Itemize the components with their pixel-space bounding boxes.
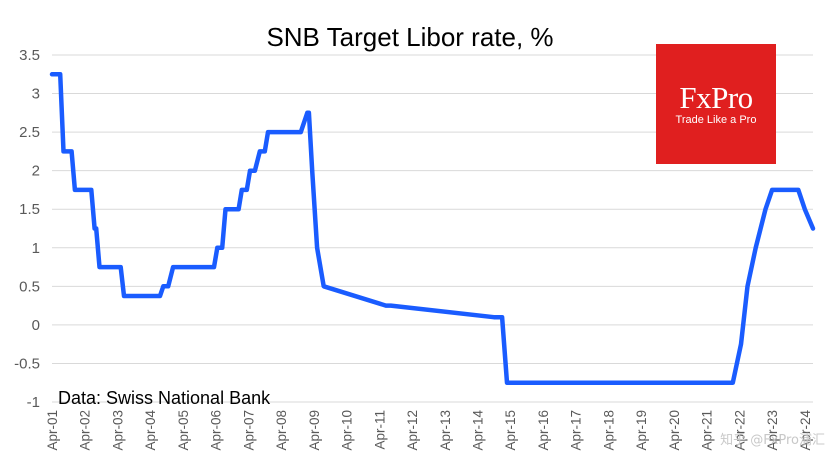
x-tick-label: Apr-23 bbox=[765, 410, 780, 451]
source-label: Data: Swiss National Bank bbox=[58, 388, 271, 408]
fxpro-logo: FxPro Trade Like a Pro bbox=[656, 44, 776, 164]
x-tick-label: Apr-05 bbox=[176, 410, 191, 451]
y-tick-label: -0.5 bbox=[14, 355, 40, 372]
y-tick-label: -1 bbox=[27, 394, 40, 411]
y-axis: -1 -0.5 0 0.5 1 1.5 2 2.5 3 3.5 bbox=[14, 47, 40, 411]
chart-title: SNB Target Libor rate, % bbox=[266, 22, 553, 52]
x-tick-label: Apr-06 bbox=[209, 410, 224, 451]
x-tick-label: Apr-13 bbox=[438, 410, 453, 451]
x-tick-label: Apr-03 bbox=[110, 410, 125, 451]
x-tick-label: Apr-14 bbox=[471, 410, 486, 451]
x-tick-label: Apr-17 bbox=[569, 410, 584, 451]
x-tick-label: Apr-12 bbox=[405, 410, 420, 451]
x-tick-label: Apr-24 bbox=[798, 410, 813, 451]
y-tick-label: 2 bbox=[32, 163, 40, 180]
x-tick-label: Apr-20 bbox=[667, 410, 682, 451]
y-tick-label: 2.5 bbox=[19, 124, 40, 141]
x-tick-label: Apr-08 bbox=[274, 410, 289, 451]
x-tick-label: Apr-19 bbox=[634, 410, 649, 451]
x-tick-label: Apr-16 bbox=[536, 410, 551, 451]
x-tick-label: Apr-07 bbox=[241, 410, 256, 451]
x-axis: Apr-01 Apr-02 Apr-03 Apr-04 Apr-05 Apr-06 Apr-… bbox=[45, 410, 813, 451]
x-tick-label: Apr-21 bbox=[700, 410, 715, 451]
logo-name: FxPro bbox=[679, 80, 753, 115]
series-line bbox=[49, 72, 816, 385]
x-tick-label: Apr-01 bbox=[45, 410, 60, 451]
x-tick-label: Apr-04 bbox=[143, 410, 158, 451]
x-tick-label: Apr-02 bbox=[78, 410, 93, 451]
x-tick-label: Apr-10 bbox=[340, 410, 355, 451]
logo-tagline: Trade Like a Pro bbox=[675, 114, 757, 126]
y-tick-label: 3.5 bbox=[19, 47, 40, 64]
y-tick-label: 0 bbox=[32, 317, 40, 334]
watermark: 知乎 @FxPro浦汇 bbox=[720, 433, 825, 448]
x-tick-label: Apr-15 bbox=[503, 410, 518, 451]
x-tick-label: Apr-18 bbox=[601, 410, 616, 451]
x-tick-label: Apr-11 bbox=[372, 410, 387, 450]
x-tick-label: Apr-09 bbox=[307, 410, 322, 451]
y-tick-label: 3 bbox=[32, 86, 40, 103]
x-tick-label: Apr-22 bbox=[732, 410, 747, 451]
y-tick-label: 0.5 bbox=[19, 278, 40, 295]
y-tick-label: 1.5 bbox=[19, 201, 40, 218]
y-tick-label: 1 bbox=[32, 240, 40, 257]
